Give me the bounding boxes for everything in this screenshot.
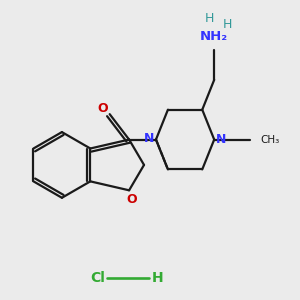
Text: NH₂: NH₂ (200, 30, 228, 44)
Text: N: N (144, 132, 154, 145)
Text: H: H (152, 272, 163, 285)
Text: O: O (127, 194, 137, 206)
Text: CH₃: CH₃ (260, 134, 280, 145)
Text: N: N (216, 133, 226, 146)
Text: O: O (97, 102, 107, 115)
Text: H: H (205, 12, 214, 25)
Text: H: H (223, 18, 232, 31)
Text: Cl: Cl (90, 272, 105, 285)
